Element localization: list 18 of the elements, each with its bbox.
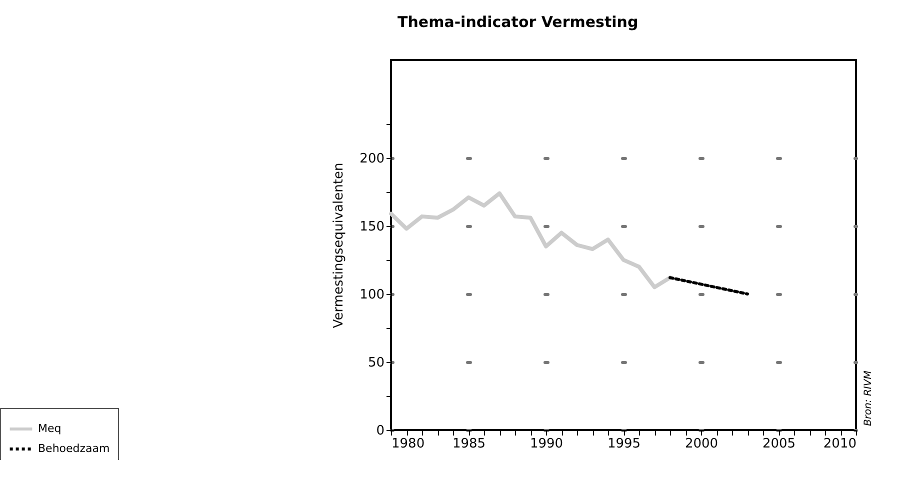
x-tick-label: 2000 (684, 436, 718, 452)
x-tick-label: 1990 (530, 436, 564, 452)
y-tick-label: 200 (360, 151, 384, 166)
y-tick-label: 150 (360, 219, 384, 234)
line-series (389, 191, 672, 290)
legend-label: Meq (38, 422, 62, 435)
x-tick-label: 2010 (823, 436, 856, 452)
x-tick-label: 1985 (452, 436, 486, 452)
legend-label: Behoedzaam (38, 442, 110, 455)
x-tick-label: 1980 (392, 436, 425, 452)
x-tick-label: 1995 (607, 436, 641, 452)
y-axis-title: Vermestingsequivalenten (332, 162, 347, 328)
text: Bron: RIVM (863, 370, 874, 426)
x-tick-label: 2005 (762, 436, 796, 452)
chart-title: Thema-indicator Vermesting (398, 13, 638, 31)
y-tick-label: 50 (368, 355, 384, 370)
y-tick-label: 0 (376, 424, 384, 438)
y-tick-label: 100 (360, 287, 384, 302)
